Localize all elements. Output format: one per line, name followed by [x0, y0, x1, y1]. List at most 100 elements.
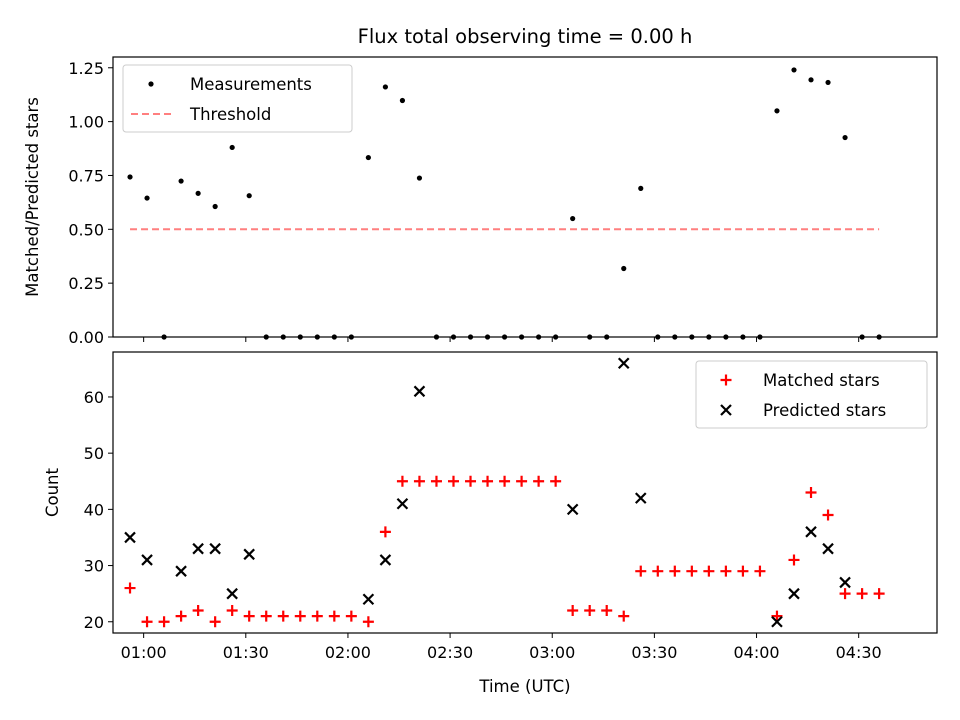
y-tick-label: 0.50	[68, 220, 104, 239]
y-axis-label: Matched/Predicted stars	[23, 97, 42, 297]
predicted-star-point	[788, 587, 800, 600]
legend-measurements-marker	[148, 81, 154, 87]
predicted-star-point	[413, 385, 426, 398]
matched-star-point	[550, 475, 562, 487]
matched-star-point	[465, 475, 477, 487]
measurement-point	[399, 97, 406, 104]
y-tick-label: 50	[84, 444, 104, 463]
measurement-point	[246, 193, 252, 199]
matched-star-point	[567, 605, 579, 617]
x-tick-label: 01:30	[223, 643, 269, 662]
matched-star-point	[447, 475, 459, 487]
chart-title: Flux total observing time = 0.00 h	[358, 25, 693, 48]
predicted-star-point	[771, 615, 783, 628]
measurement-point	[195, 190, 201, 196]
matched-star-point	[754, 565, 766, 577]
x-axis-label: Time (UTC)	[478, 677, 570, 696]
x-tick-label: 01:00	[121, 643, 167, 662]
measurement-point	[229, 144, 235, 151]
matched-star-point	[703, 565, 715, 577]
matched-star-point	[482, 475, 494, 487]
top-panel: Flux total observing time = 0.00 h Matche…	[23, 25, 938, 347]
predicted-star-point	[362, 593, 375, 606]
matched-star-point	[209, 616, 221, 628]
legend-predicted-label: Predicted stars	[763, 401, 886, 420]
matched-star-point	[788, 554, 800, 566]
y-tick-label: 0.25	[68, 274, 104, 293]
x-tick-label: 04:30	[836, 643, 882, 662]
y-tick-label: 40	[84, 500, 104, 519]
measurement-point	[825, 79, 831, 86]
measurement-point	[144, 195, 150, 201]
predicted-star-point	[396, 497, 409, 510]
legend-box	[695, 360, 928, 429]
predicted-star-point	[617, 357, 630, 370]
x-tick-label: 03:30	[631, 643, 677, 662]
matched-star-point	[226, 605, 238, 617]
predicted-star-point	[226, 587, 238, 600]
matched-star-point	[822, 509, 834, 521]
matched-star-point	[379, 526, 391, 538]
matched-star-point	[277, 610, 289, 622]
y-tick-label: 60	[84, 388, 104, 407]
y-tick-label: 20	[84, 613, 104, 632]
measurement-point	[638, 185, 644, 191]
legend-box	[122, 64, 353, 133]
predicted-star-point	[175, 565, 187, 577]
legend-matched-label: Matched stars	[763, 371, 880, 390]
x-tick-label: 02:00	[325, 643, 371, 662]
bottom-panel: Count 20 30 40 50 60 01:00 01:30 02:00 02:30 03:00…	[43, 351, 938, 696]
legend: Matched stars Predicted stars	[695, 360, 928, 429]
matched-star-point	[260, 610, 272, 622]
predicted-star-point	[822, 542, 834, 555]
plot-area	[127, 67, 882, 340]
measurement-point	[791, 67, 797, 73]
predicted-star-point	[243, 548, 255, 561]
predicted-star-point	[192, 542, 204, 555]
predicted-star-point	[839, 576, 851, 589]
legend-threshold-label: Threshold	[189, 105, 271, 124]
matched-star-point	[141, 616, 153, 628]
matched-star-point	[686, 565, 698, 577]
y-tick-label: 30	[84, 557, 104, 576]
measurement-point	[178, 178, 184, 184]
matched-star-point	[243, 610, 255, 622]
measurement-point	[774, 108, 780, 114]
matched-star-point	[720, 565, 732, 577]
matched-star-point	[771, 610, 783, 622]
matched-star-point	[124, 582, 136, 594]
matched-star-point	[856, 588, 868, 600]
x-tick-label: 02:30	[427, 643, 473, 662]
matched-star-point	[499, 475, 511, 487]
y-tick-label: 1.00	[68, 113, 104, 132]
matched-star-point	[311, 610, 323, 622]
predicted-star-point	[634, 492, 647, 504]
y-tick-label: 0.00	[68, 328, 104, 347]
matched-star-point	[413, 475, 425, 487]
measurement-point	[621, 265, 627, 272]
measurement-point	[212, 203, 218, 210]
matched-star-point	[430, 475, 442, 487]
matched-star-point	[652, 565, 664, 577]
legend-measurements-label: Measurements	[190, 75, 312, 94]
axes-frame	[112, 351, 938, 634]
measurement-point	[416, 175, 423, 181]
measurement-point	[570, 215, 576, 222]
measurement-point	[808, 77, 814, 83]
axes-frame	[112, 56, 938, 338]
matched-star-point	[362, 616, 374, 628]
predicted-star-point	[124, 531, 136, 544]
measurement-point	[382, 84, 388, 90]
measurement-point	[127, 174, 133, 180]
matched-star-point	[533, 475, 545, 487]
matched-star-point	[873, 588, 885, 600]
predicted-star-point	[141, 554, 153, 566]
legend: Measurements Threshold	[122, 64, 353, 133]
predicted-star-point	[379, 554, 392, 566]
matched-star-point	[345, 610, 357, 622]
x-tick-label: 04:00	[733, 643, 779, 662]
matched-star-point	[601, 605, 613, 617]
matched-star-point	[294, 610, 306, 622]
matched-star-point	[737, 565, 749, 577]
